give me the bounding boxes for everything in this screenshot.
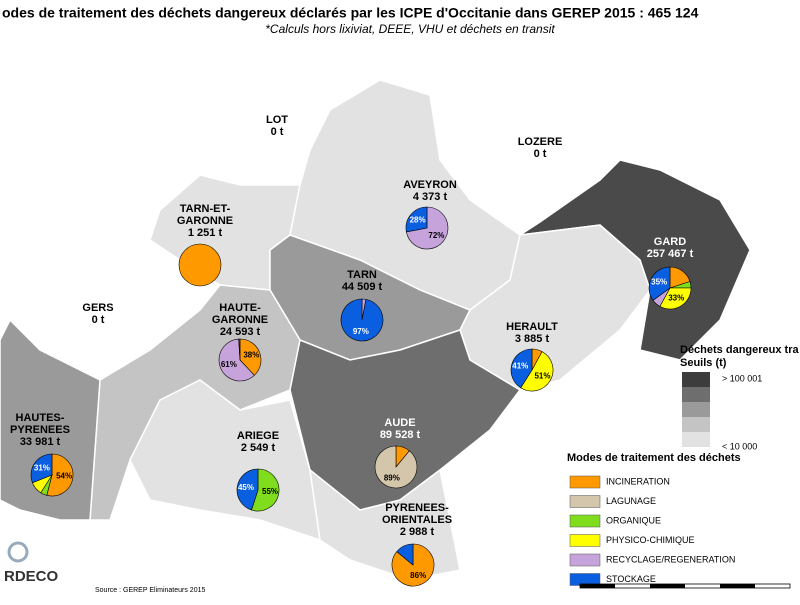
department-area [0, 318, 101, 521]
department-tonnage: 3 885 t [515, 333, 550, 345]
pie-slice [251, 468, 280, 512]
pie-slice [236, 468, 259, 511]
legend-title: Modes de traitement des déchets [567, 452, 741, 464]
department-name: HERAULT [506, 321, 558, 333]
department-name: GERS [82, 302, 113, 314]
department-area [129, 379, 321, 542]
legend: INCINERATION LAGUNAGE ORGANIQUE PHYSICO-CHI… [569, 475, 735, 586]
legend-swatch [569, 514, 601, 528]
department-name: ORIENTALES [382, 514, 452, 526]
threshold-high: > 100 001 [722, 373, 762, 383]
pie-label: 31% [34, 463, 50, 472]
threshold-swatch [682, 417, 710, 432]
pie-slice [239, 338, 262, 376]
department-name: TARN [347, 269, 377, 281]
pie-label: 38% [243, 351, 259, 360]
department-tonnage: 0 t [92, 314, 105, 326]
pie-label: 35% [651, 278, 667, 287]
legend-swatch [569, 475, 601, 489]
source: Source : GEREP Eliminateurs 2015 [95, 587, 205, 594]
department-name: GARONNE [212, 314, 268, 326]
pie-label: 33% [668, 294, 684, 303]
department-tonnage: 4 373 t [413, 191, 448, 203]
pie-label: 61% [221, 360, 237, 369]
pie-label: 54% [56, 472, 72, 481]
pie-label: 28% [410, 215, 426, 224]
pie-label: 97% [353, 327, 369, 336]
department-tonnage: 0 t [534, 148, 547, 160]
legend-label: INCINERATION [606, 476, 670, 486]
pie-label: 89% [384, 474, 400, 483]
scale-bar [579, 583, 791, 589]
legend-label: PHYSICO-CHIMIQUE [606, 535, 695, 545]
legend-label: STOCKAGE [606, 574, 656, 584]
department-tonnage: 44 509 t [342, 281, 383, 293]
department-tonnage: 0 t [271, 126, 284, 138]
threshold-swatch [682, 432, 710, 447]
department-name: AUDE [384, 417, 415, 429]
pie-label: 86% [410, 571, 426, 580]
department-name: LOZERE [518, 136, 563, 148]
threshold-subtitle: Seuils (t) [680, 357, 727, 369]
department-tonnage: 2 988 t [400, 526, 435, 538]
department-name: HAUTE- [219, 302, 261, 314]
pie-label: 45% [238, 483, 254, 492]
department-name: GARONNE [177, 215, 233, 227]
threshold-swatch [682, 402, 710, 417]
pie-slice [178, 243, 222, 287]
legend-label: RECYCLAGE/REGENERATION [606, 554, 735, 564]
threshold-swatch [682, 372, 710, 387]
pie-slice [218, 338, 255, 382]
threshold-swatch [682, 387, 710, 402]
department-name: HAUTES- [16, 412, 65, 424]
department-tonnage: 89 528 t [380, 429, 421, 441]
department-name: TARN-ET- [180, 203, 231, 215]
threshold-title: Déchets dangereux tra [680, 344, 799, 356]
pie-slice [238, 338, 241, 361]
legend-swatch [569, 553, 601, 567]
legend-label: ORGANIQUE [606, 515, 661, 525]
pie-label: 41% [512, 362, 528, 371]
pie-slice [374, 445, 418, 489]
department-name: GARD [654, 236, 686, 248]
pie-slice [340, 298, 384, 342]
pie-slice [396, 543, 414, 566]
department-tonnage: 2 549 t [241, 442, 276, 454]
pie-label: 72% [428, 231, 444, 240]
pie-label: 51% [534, 371, 550, 380]
map-subtitle: *Calculs hors lixiviat, DEEE, VHU et déc… [265, 22, 555, 36]
pie-slice [510, 348, 533, 389]
department-name: AVEYRON [403, 179, 457, 191]
pie-slice [405, 206, 428, 233]
pie-label: 55% [262, 487, 278, 496]
department-tonnage: 1 251 t [188, 227, 223, 239]
department-name: LOT [266, 114, 288, 126]
department-tonnage: 24 593 t [220, 326, 261, 338]
department-tonnage: 257 467 t [647, 248, 694, 260]
pie-slice [30, 453, 53, 484]
department-name: PYRENEES- [385, 502, 449, 514]
logo-text: RDECO [4, 568, 59, 585]
pie-slice [648, 266, 671, 301]
map-title: odes de traitement des déchets dangereux… [2, 5, 699, 21]
department-name: PYRENEES [10, 424, 70, 436]
department-name: ARIEGE [237, 430, 279, 442]
logo-icon [7, 541, 29, 563]
legend-swatch [569, 534, 601, 547]
pie-slice [520, 351, 554, 392]
threshold-low: < 10 000 [722, 441, 757, 451]
pie-slice [46, 453, 74, 497]
legend-label: LAGUNAGE [606, 496, 656, 506]
threshold-legend [682, 372, 710, 447]
pie-slice [391, 543, 435, 587]
pie-slice [659, 287, 692, 310]
legend-swatch [569, 495, 601, 508]
department-tonnage: 33 981 t [20, 436, 61, 448]
